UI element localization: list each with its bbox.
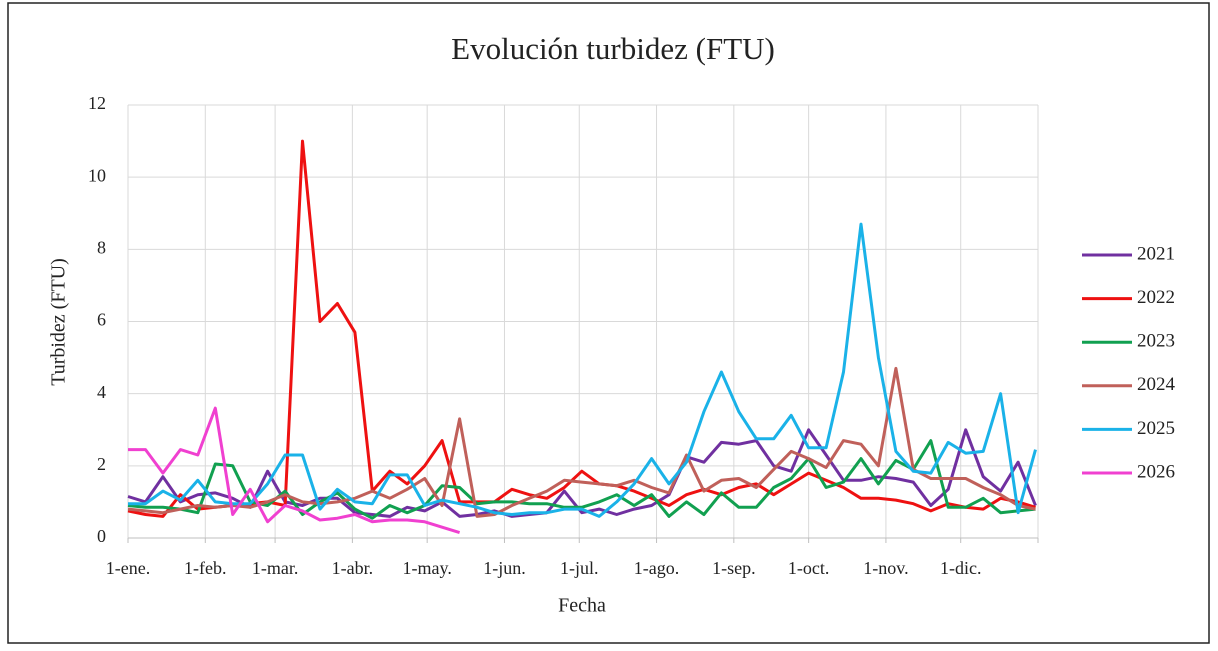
legend-label: 2025 — [1137, 418, 1175, 439]
legend-label: 2022 — [1137, 287, 1175, 308]
x-tick-label: 1-mar. — [252, 558, 299, 578]
x-tick-label: 1-may. — [403, 558, 452, 578]
x-tick-label: 1-dic. — [940, 558, 981, 578]
x-tick-label: 1-jul. — [560, 558, 599, 578]
series-line — [128, 222, 1037, 518]
y-tick-label: 2 — [97, 454, 106, 474]
y-tick-label: 4 — [97, 382, 106, 402]
y-tick-label: 12 — [88, 93, 106, 113]
y-axis-label: Turbidez (FTU) — [48, 258, 70, 386]
series-line — [127, 366, 1036, 518]
x-tick-label: 1-feb. — [184, 558, 226, 578]
y-tick-label: 0 — [97, 526, 106, 546]
series-line — [128, 406, 461, 535]
x-tick-label: 1-oct. — [788, 558, 829, 578]
legend-label: 2026 — [1137, 461, 1175, 482]
y-tick-label: 10 — [88, 165, 106, 185]
x-axis-label: Fecha — [558, 595, 606, 617]
x-tick-label: 1-abr. — [332, 558, 373, 578]
legend-label: 2023 — [1137, 331, 1175, 352]
legend-label: 2024 — [1137, 374, 1176, 395]
x-tick-label: 1-ago. — [634, 558, 679, 578]
y-tick-label: 6 — [97, 310, 106, 330]
x-tick-label: 1-nov. — [863, 558, 908, 578]
y-tick-label: 8 — [97, 237, 106, 257]
x-tick-label: 1-sep. — [712, 558, 756, 578]
chart-title: Evolución turbidez (FTU) — [451, 31, 775, 66]
x-tick-label: 1-ene. — [106, 558, 150, 578]
series-line — [127, 139, 1036, 518]
legend-label: 2021 — [1137, 243, 1175, 264]
chart-border — [7, 2, 1210, 644]
x-tick-label: 1-jun. — [483, 558, 526, 578]
